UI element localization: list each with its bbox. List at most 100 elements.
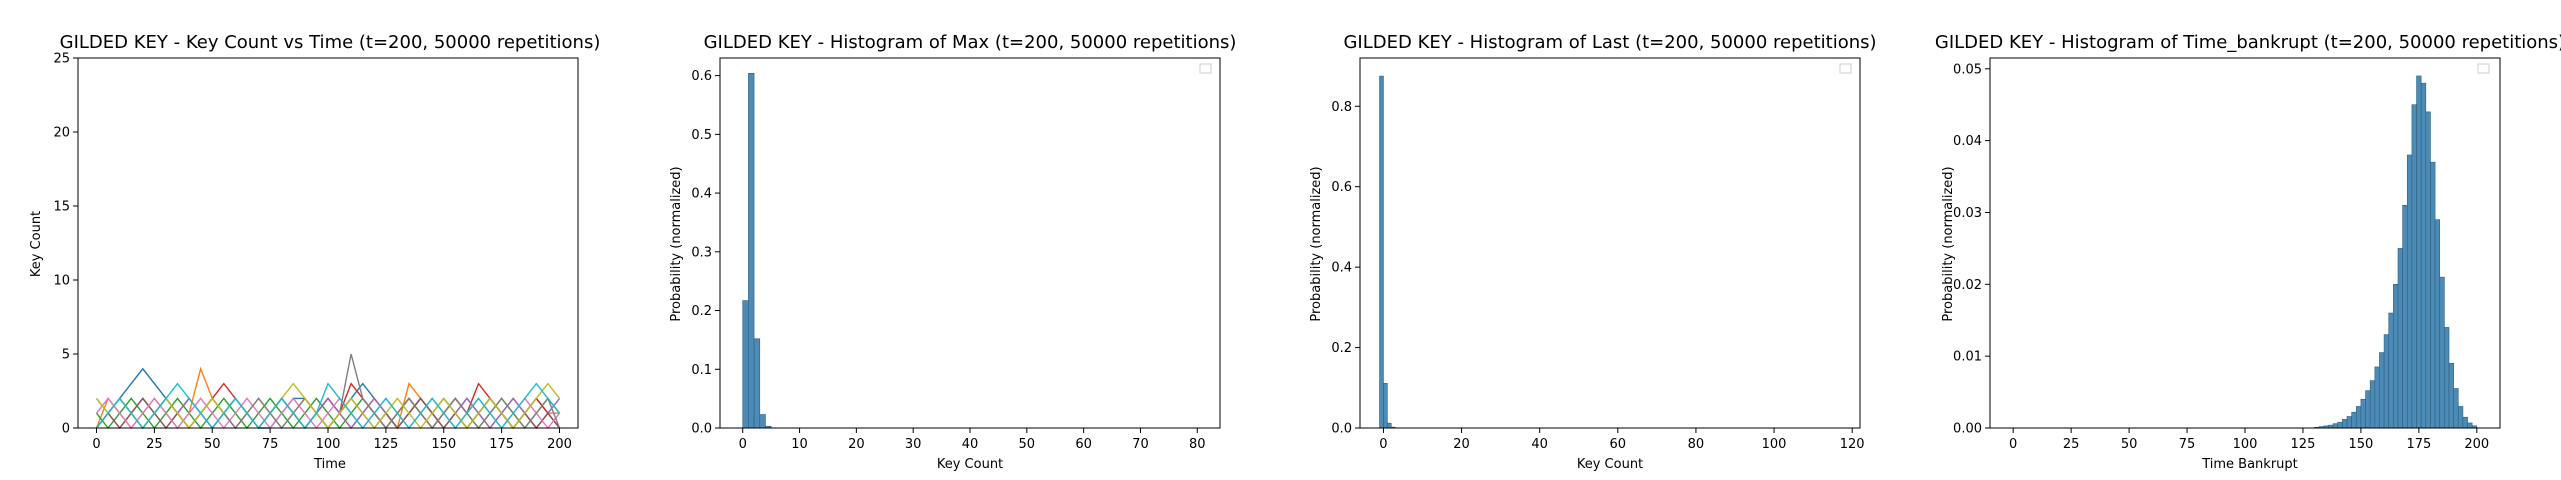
histogram-bar xyxy=(2355,406,2362,429)
x-tick-label: 50 xyxy=(204,437,221,452)
y-tick-label: 5 xyxy=(62,348,70,363)
histogram-bar xyxy=(2383,334,2390,429)
histogram-bar xyxy=(2365,390,2371,429)
x-tick-label: 75 xyxy=(2179,437,2196,452)
histogram-bar xyxy=(2388,312,2394,429)
x-tick-label: 0 xyxy=(739,437,747,452)
y-tick-label: 0.6 xyxy=(691,69,712,84)
histogram-bar xyxy=(2379,352,2385,429)
x-axis-label: Key Count xyxy=(1577,457,1643,472)
histogram-bar xyxy=(2369,380,2376,429)
x-tick-label: 30 xyxy=(905,437,922,452)
x-axis-label: Key Count xyxy=(937,457,1003,472)
chart-title: GILDED KEY - Histogram of Time_bankrupt … xyxy=(1935,32,2561,53)
y-tick-label: 25 xyxy=(53,52,70,67)
histogram-bar xyxy=(2332,423,2339,429)
histogram-bar xyxy=(1383,383,1388,429)
histogram-time-bankrupt-chart: GILDED KEY - Histogram of Time_bankrupt … xyxy=(1935,32,2561,472)
y-tick-label: 0.04 xyxy=(1953,134,1982,149)
histogram-bar xyxy=(2397,248,2403,429)
y-tick-label: 10 xyxy=(53,274,70,289)
histogram-bar xyxy=(1379,75,1384,429)
histogram-bar xyxy=(2448,363,2454,429)
x-tick-label: 0 xyxy=(1379,437,1387,452)
histogram-bar xyxy=(753,338,761,429)
y-tick-label: 0.2 xyxy=(691,304,712,319)
x-axis-label: Time Bankrupt xyxy=(2201,457,2298,472)
plot-frame xyxy=(719,57,1221,429)
x-tick-label: 50 xyxy=(2121,437,2138,452)
x-tick-label: 80 xyxy=(1688,437,1705,452)
chart-title: GILDED KEY - Histogram of Last (t=200, 5… xyxy=(1343,32,1876,53)
x-tick-label: 100 xyxy=(316,437,341,452)
chart-title: GILDED KEY - Histogram of Max (t=200, 50… xyxy=(704,32,1237,53)
y-tick-label: 20 xyxy=(53,126,70,141)
x-tick-label: 25 xyxy=(146,437,163,452)
x-tick-label: 80 xyxy=(1189,437,1206,452)
y-tick-label: 0.4 xyxy=(1331,261,1352,276)
x-tick-label: 120 xyxy=(1840,437,1865,452)
y-tick-label: 0.1 xyxy=(691,363,712,378)
y-tick-label: 0.02 xyxy=(1953,278,1982,293)
x-tick-label: 125 xyxy=(2291,437,2316,452)
x-tick-label: 100 xyxy=(2233,437,2258,452)
x-tick-label: 175 xyxy=(489,437,514,452)
y-axis-label: Probability (normalized) xyxy=(1309,166,1324,321)
x-tick-label: 100 xyxy=(1762,437,1787,452)
series-line xyxy=(95,353,561,430)
y-axis-label: Key Count xyxy=(29,211,44,277)
histogram-bar xyxy=(2420,82,2427,429)
series-line xyxy=(95,382,561,430)
x-tick-label: 150 xyxy=(431,437,456,452)
histogram-bar xyxy=(2457,406,2464,429)
y-tick-label: 0.0 xyxy=(1331,422,1352,437)
histogram-max-chart: GILDED KEY - Histogram of Max (t=200, 50… xyxy=(669,32,1236,472)
x-tick-label: 0 xyxy=(92,437,100,452)
histogram-bar xyxy=(748,72,755,429)
histogram-bar xyxy=(2360,398,2366,429)
legend-box xyxy=(1199,63,1212,74)
histogram-bar xyxy=(2346,416,2352,429)
histogram-bar xyxy=(2462,416,2468,429)
y-axis-label: Probability (normalized) xyxy=(1941,166,1956,321)
legend-box xyxy=(2477,63,2490,74)
y-tick-label: 0.05 xyxy=(1953,62,1982,77)
y-tick-label: 0.4 xyxy=(691,187,712,202)
histogram-bar xyxy=(2425,111,2431,429)
histogram-last-chart: GILDED KEY - Histogram of Last (t=200, 5… xyxy=(1309,32,1877,472)
x-tick-label: 175 xyxy=(2406,437,2431,452)
x-tick-label: 20 xyxy=(848,437,865,452)
plot-frame xyxy=(77,57,579,429)
x-tick-label: 20 xyxy=(1453,437,1470,452)
histogram-bar xyxy=(1387,422,1392,429)
y-tick-label: 0.6 xyxy=(1331,180,1352,195)
histogram-bar xyxy=(759,414,766,429)
y-tick-label: 0.0 xyxy=(691,422,712,437)
y-tick-label: 0.2 xyxy=(1331,341,1352,356)
histogram-bar xyxy=(2416,75,2422,429)
histogram-bar xyxy=(2430,161,2436,429)
x-tick-label: 60 xyxy=(1075,437,1092,452)
plot-frame xyxy=(1359,57,1861,429)
legend-box xyxy=(1839,63,1852,74)
x-tick-label: 200 xyxy=(2464,437,2489,452)
x-tick-label: 200 xyxy=(547,437,572,452)
y-tick-label: 0.3 xyxy=(691,245,712,260)
x-tick-label: 70 xyxy=(1132,437,1149,452)
x-tick-label: 50 xyxy=(1019,437,1036,452)
histogram-bar xyxy=(2411,104,2417,429)
histogram-bar xyxy=(2393,284,2399,429)
x-tick-label: 40 xyxy=(1531,437,1548,452)
series-line xyxy=(95,382,561,430)
x-tick-label: 25 xyxy=(2063,437,2080,452)
histogram-bar xyxy=(2406,154,2413,429)
histogram-bar xyxy=(2402,204,2408,429)
y-tick-label: 0.03 xyxy=(1953,206,1982,221)
x-tick-label: 60 xyxy=(1610,437,1627,452)
y-tick-label: 15 xyxy=(53,200,70,215)
histogram-bar xyxy=(2374,366,2380,429)
histogram-bar xyxy=(2434,219,2441,429)
y-tick-label: 0.5 xyxy=(691,128,712,143)
series-line xyxy=(95,382,561,430)
